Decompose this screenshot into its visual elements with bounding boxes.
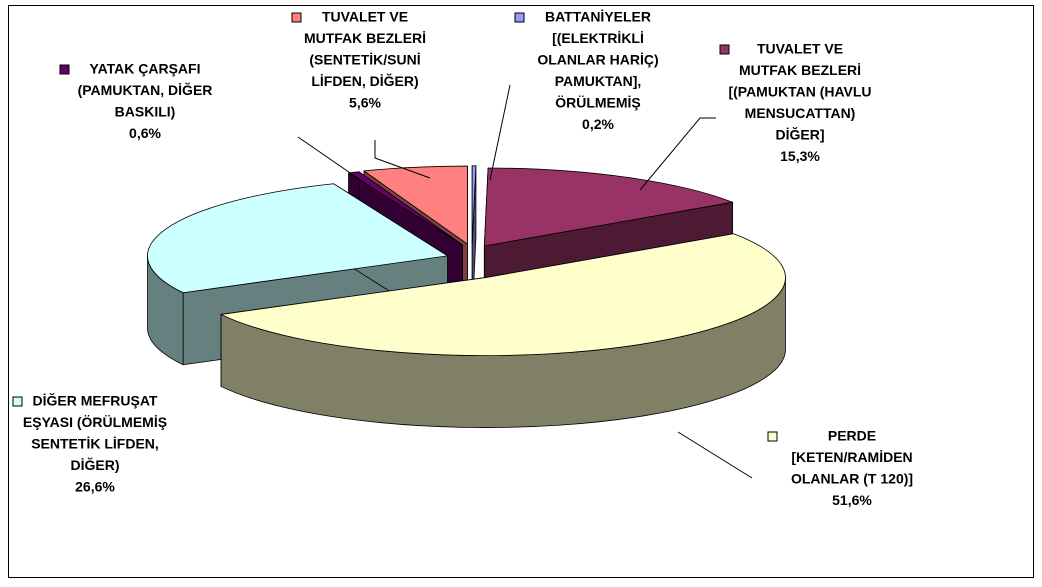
slice-label: DİĞER] <box>776 126 825 143</box>
value-label: 0,6% <box>129 125 161 141</box>
legend-marker <box>514 12 525 23</box>
slice-label: ÖRÜLMEMİŞ <box>555 95 641 111</box>
slice-label: (PAMUKTAN, DİĞER <box>78 81 213 98</box>
slice-label: [KETEN/RAMİDEN <box>791 449 912 465</box>
slice <box>348 171 463 246</box>
slice <box>483 167 734 247</box>
slice-label: PERDE <box>828 428 876 444</box>
slice <box>363 165 468 245</box>
slice-label: DİĞER) <box>71 456 120 473</box>
slice <box>220 233 786 356</box>
slice-label: YATAK ÇARŞAFI <box>90 61 201 77</box>
slice-label: MUTFAK BEZLERİ <box>739 62 861 78</box>
value-label: 0,2% <box>582 116 614 132</box>
legend-marker <box>59 64 70 75</box>
slice-label: [(ELEKTRİKLİ <box>552 30 644 46</box>
slice-label: TUVALET VE <box>322 9 408 25</box>
slice-label: SENTETİK LİFDEN, <box>31 436 159 452</box>
slice-label: EŞYASI (ÖRÜLMEMİŞ <box>23 414 167 430</box>
leader-line <box>677 431 753 479</box>
slice-label: PAMUKTAN], <box>555 73 642 89</box>
legend-marker <box>12 396 23 407</box>
slice-label: DİĞER MEFRUŞAT <box>33 392 158 409</box>
value-label: 26,6% <box>75 479 115 495</box>
slice-label: TUVALET VE <box>757 41 843 57</box>
leader-line <box>639 117 716 191</box>
slice-label: [(PAMUKTAN (HAVLU <box>728 84 871 100</box>
leader-line <box>297 136 373 189</box>
legend-marker <box>291 12 302 23</box>
leader-line <box>374 140 431 179</box>
slice <box>471 165 477 245</box>
leader-line <box>489 84 511 181</box>
slice-label: MENSUCATTAN) <box>745 105 856 121</box>
value-label: 51,6% <box>832 492 872 508</box>
legend-marker <box>767 431 778 442</box>
legend-marker <box>719 44 730 55</box>
slice-label: OLANLAR HARİÇ) <box>537 52 658 68</box>
slice-label: MUTFAK BEZLERİ <box>304 30 426 46</box>
slice-label: BASKILI) <box>115 104 176 120</box>
slice-label: LİFDEN, DİĞER) <box>311 72 418 89</box>
slice <box>147 183 448 294</box>
labels: BATTANİYELER [(ELEKTRİKLİ OLANLAR HARİÇ) PA… <box>12 9 913 508</box>
pie <box>147 165 786 428</box>
slice-label: OLANLAR (T 120)] <box>791 471 913 487</box>
value-label: 5,6% <box>349 95 381 111</box>
value-label: 15,3% <box>780 148 820 164</box>
slice-label: (SENTETİK/SUNİ <box>309 52 420 68</box>
slice-label: BATTANİYELER <box>545 9 651 25</box>
